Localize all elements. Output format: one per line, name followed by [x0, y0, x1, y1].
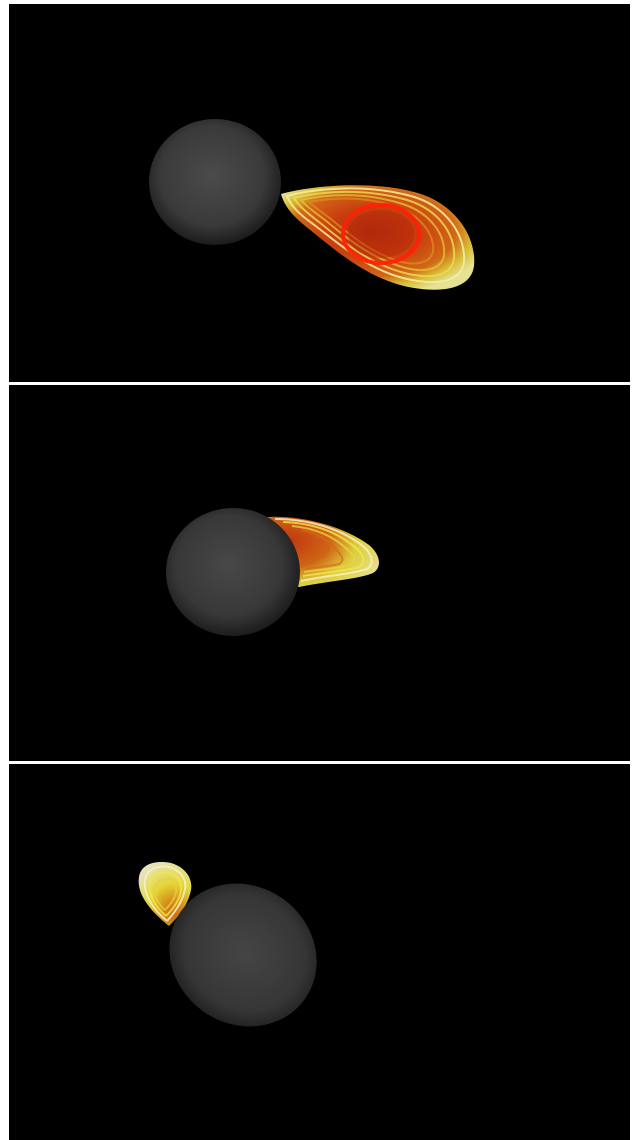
panel-3-render — [9, 764, 630, 1140]
plume-lobe — [281, 185, 475, 290]
panel-1-render — [9, 4, 630, 382]
gray-sphere — [149, 119, 281, 245]
panel-1 — [9, 4, 630, 382]
gray-sphere — [169, 883, 317, 1027]
gray-sphere — [166, 508, 300, 636]
panel-3 — [9, 764, 630, 1140]
panel-2 — [9, 385, 630, 761]
panel-2-render — [9, 385, 630, 761]
plume-lobe — [138, 862, 192, 926]
panel-3-background — [9, 764, 630, 1140]
